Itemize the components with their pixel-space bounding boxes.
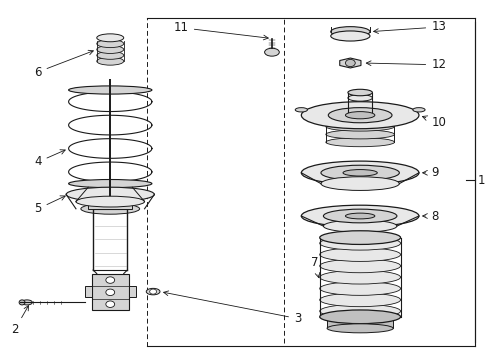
- Ellipse shape: [345, 213, 375, 219]
- Bar: [327, 317, 393, 328]
- Text: 11: 11: [174, 21, 268, 40]
- Text: 10: 10: [422, 116, 446, 129]
- Text: 5: 5: [34, 196, 65, 215]
- Circle shape: [106, 301, 115, 307]
- Ellipse shape: [97, 57, 123, 65]
- Ellipse shape: [319, 237, 401, 250]
- Ellipse shape: [348, 89, 372, 96]
- Ellipse shape: [97, 40, 123, 48]
- Ellipse shape: [323, 220, 397, 232]
- Ellipse shape: [301, 161, 419, 184]
- Ellipse shape: [295, 108, 308, 112]
- Ellipse shape: [301, 205, 419, 227]
- Ellipse shape: [319, 248, 401, 261]
- Ellipse shape: [326, 138, 394, 147]
- Ellipse shape: [66, 187, 154, 202]
- Ellipse shape: [81, 203, 140, 214]
- Ellipse shape: [319, 282, 401, 295]
- Ellipse shape: [331, 31, 370, 41]
- Text: 6: 6: [34, 50, 93, 78]
- Bar: [147, 18, 284, 346]
- Polygon shape: [88, 202, 132, 209]
- Ellipse shape: [97, 51, 123, 59]
- Polygon shape: [84, 286, 92, 297]
- Ellipse shape: [327, 324, 393, 333]
- Bar: [92, 274, 128, 310]
- Circle shape: [106, 277, 115, 283]
- Ellipse shape: [19, 300, 25, 305]
- Ellipse shape: [22, 300, 32, 305]
- Ellipse shape: [319, 231, 401, 244]
- Text: 4: 4: [34, 150, 65, 168]
- Ellipse shape: [301, 102, 419, 129]
- Ellipse shape: [319, 310, 401, 324]
- Ellipse shape: [69, 180, 152, 188]
- Ellipse shape: [319, 304, 401, 318]
- Text: 12: 12: [367, 58, 446, 71]
- Ellipse shape: [413, 108, 425, 112]
- Text: 8: 8: [423, 210, 439, 222]
- Ellipse shape: [69, 86, 152, 94]
- Ellipse shape: [76, 196, 145, 207]
- Circle shape: [345, 59, 355, 67]
- Ellipse shape: [326, 122, 394, 131]
- Ellipse shape: [345, 112, 375, 119]
- Ellipse shape: [97, 46, 123, 54]
- Ellipse shape: [331, 27, 370, 37]
- Ellipse shape: [326, 130, 394, 139]
- Text: 9: 9: [423, 166, 439, 179]
- Text: 13: 13: [374, 21, 446, 33]
- Ellipse shape: [321, 165, 399, 180]
- Ellipse shape: [348, 95, 372, 101]
- Ellipse shape: [323, 209, 397, 223]
- Ellipse shape: [319, 259, 401, 273]
- Polygon shape: [340, 58, 361, 68]
- Ellipse shape: [265, 48, 279, 56]
- Ellipse shape: [97, 34, 123, 42]
- Text: 7: 7: [311, 256, 320, 278]
- Ellipse shape: [319, 293, 401, 307]
- Ellipse shape: [328, 108, 392, 123]
- Circle shape: [106, 289, 115, 296]
- Ellipse shape: [343, 170, 377, 176]
- Text: 2: 2: [11, 306, 28, 336]
- Polygon shape: [128, 286, 136, 297]
- Ellipse shape: [146, 288, 160, 295]
- Ellipse shape: [319, 270, 401, 284]
- Text: 1: 1: [478, 174, 485, 186]
- Circle shape: [150, 289, 157, 294]
- Ellipse shape: [321, 177, 399, 190]
- Text: 3: 3: [164, 291, 301, 325]
